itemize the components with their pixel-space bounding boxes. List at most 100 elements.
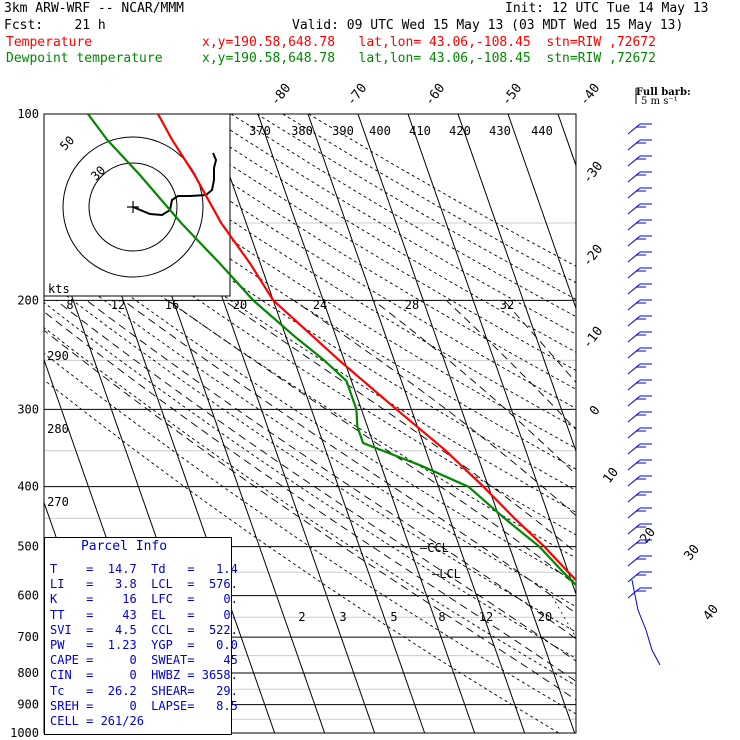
moist-adiabat	[122, 299, 576, 615]
speed-tick-label: 28	[405, 298, 419, 312]
pressure-label: 500	[17, 540, 39, 554]
wind-barb	[627, 587, 652, 599]
wind-barb	[627, 443, 652, 455]
parcel-row: CIN = 0 HWBZ = 3658.	[50, 668, 238, 683]
pressure-label: 700	[17, 630, 39, 644]
isotherm-label: -40	[577, 81, 603, 109]
moist-adiabat	[223, 299, 576, 554]
wind-barb	[627, 187, 652, 199]
dry-adiabat	[44, 168, 576, 513]
dry-adiabat	[44, 188, 576, 536]
dry-adiabat	[44, 302, 576, 659]
wind-barb	[627, 331, 652, 343]
model-title: 3km ARW-WRF -- NCAR/MMM	[4, 1, 185, 16]
theta-label: 390	[332, 124, 354, 138]
isotherm	[507, 114, 576, 310]
isotherm	[357, 114, 576, 733]
wind-barb	[627, 555, 652, 567]
wind-barbs	[627, 123, 661, 666]
dry-adiabat	[44, 277, 576, 633]
isotherm-label: -30	[580, 159, 606, 187]
isotherm	[658, 114, 740, 733]
pressure-label: 1000	[10, 726, 39, 740]
wind-barb	[627, 411, 652, 423]
theta-label: 440	[531, 124, 553, 138]
mixing-ratio-line	[610, 596, 693, 733]
parcel-info-title: Parcel Info	[80, 539, 168, 554]
hodograph-trace	[132, 152, 218, 217]
temperature-trace	[157, 114, 576, 582]
speed-tick-label: 16	[165, 298, 179, 312]
isotherm	[407, 114, 576, 596]
parcel-row: SREH = 0 LAPSE= 8.5	[50, 698, 238, 713]
dry-adiabat	[49, 114, 576, 449]
wind-barb-low	[631, 579, 661, 666]
wind-barb	[627, 155, 652, 167]
dry-adiabat	[153, 114, 576, 372]
hodograph-units: kts	[48, 282, 70, 296]
wind-barb	[627, 491, 652, 503]
lcl-label: —LCL	[432, 567, 461, 581]
isotherm-label: -10	[580, 324, 606, 352]
wind-barb	[627, 395, 652, 407]
profile-traces	[87, 114, 576, 587]
theta-label: 420	[449, 124, 471, 138]
isotherm-label: -50	[499, 81, 525, 109]
pressure-label: 800	[17, 666, 39, 680]
ccl-label: —CCL	[420, 541, 449, 555]
speed-tick-label: 32	[500, 298, 514, 312]
moist-adiabat	[445, 299, 576, 431]
temperature-legend: Temperature	[6, 35, 93, 50]
parcel-row: PW = 1.23 YGP = 0.0	[50, 638, 238, 652]
pressure-label: 300	[17, 402, 39, 416]
wind-barb	[627, 347, 652, 359]
parcel-row: K = 16 LFC = 0.	[50, 592, 238, 607]
wind-barb	[627, 523, 652, 535]
wind-barb	[627, 267, 652, 279]
parcel-row: T = 14.7 Td = 1.4	[50, 562, 238, 576]
wind-barb	[627, 363, 652, 375]
theta-label: 380	[291, 124, 313, 138]
isotherm	[307, 114, 526, 733]
moist-adiabat	[503, 300, 576, 384]
temperature-station-info: x,y=190.58,648.78 lat,lon= 43.06,-108.45…	[202, 35, 656, 50]
parcel-row: LI = 3.8 LCL = 576.	[50, 577, 238, 592]
speed-tick-label: 20	[233, 298, 247, 312]
dry-adiabat	[44, 128, 576, 470]
moist-adiabat	[167, 299, 576, 586]
theta-label: 400	[369, 124, 391, 138]
hodograph-ring	[62, 136, 204, 278]
parcel-row: TT = 43 EL = 0.	[50, 607, 238, 622]
dry-adiabat	[44, 232, 576, 583]
pressure-label: 200	[17, 293, 39, 307]
wind-barb	[627, 539, 652, 551]
wind-barb	[627, 123, 652, 135]
forecast-hour: Fcst: 21 h	[4, 18, 106, 33]
isotherm-label: 0	[587, 403, 604, 418]
isotherm-label: 40	[701, 602, 722, 624]
theta-label: 280	[47, 422, 69, 436]
isotherm	[608, 114, 740, 733]
mixing-ratio-label: 12	[479, 610, 493, 624]
wind-barb	[627, 427, 652, 439]
wind-barb	[627, 299, 652, 311]
wind-barb	[627, 139, 652, 151]
barb-legend-units: 5 m s⁻¹	[641, 96, 678, 107]
init-time: Init: 12 UTC Tue 14 May 13	[505, 1, 709, 16]
dry-adiabat	[44, 147, 576, 491]
isotherm-label: 30	[682, 542, 703, 564]
dry-adiabat	[44, 254, 576, 608]
dry-adiabat	[178, 114, 576, 353]
mixing-ratio-label: 5	[390, 610, 397, 624]
moist-adiabat	[293, 299, 576, 517]
dry-adiabat	[230, 114, 576, 318]
speed-tick-label: 12	[111, 298, 125, 312]
wind-barb	[627, 379, 652, 391]
hodograph-frame	[43, 113, 231, 297]
wind-barb	[627, 507, 652, 519]
theta-label: 410	[409, 124, 431, 138]
parcel-row: Tc = 26.2 SHEAR= 29.	[50, 683, 238, 698]
dry-adiabat	[44, 210, 576, 559]
isotherm	[257, 114, 476, 733]
